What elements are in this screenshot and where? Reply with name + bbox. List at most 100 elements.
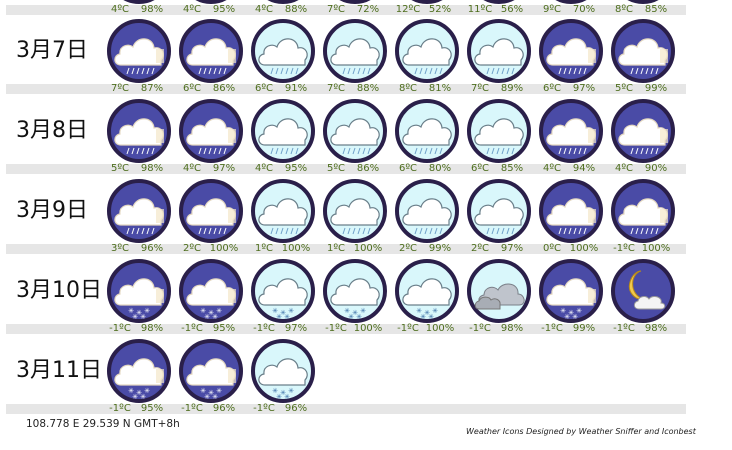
humidity-value: 96%	[212, 403, 236, 414]
temperature-value: -1ºC	[541, 323, 563, 334]
night-cloud-rain-icon	[179, 99, 243, 163]
night-cloud-rain-icon	[539, 0, 603, 4]
temperature-value: 6ºC	[470, 163, 490, 174]
humidity-value: 100%	[353, 243, 383, 254]
humidity-value: 100%	[569, 243, 599, 254]
temperature-value: -1ºC	[325, 323, 347, 334]
slot-stats: 6ºC 85%	[465, 164, 527, 174]
humidity-value: 86%	[356, 163, 380, 174]
svg-text:✳: ✳	[348, 313, 354, 321]
slot-stats: 2ºC 100%	[177, 244, 239, 254]
humidity-value: 99%	[644, 83, 668, 94]
night-cloud-rain-icon	[611, 0, 675, 4]
day-cloud-rain-icon	[395, 0, 459, 4]
humidity-value: 90%	[644, 163, 668, 174]
svg-text:✳: ✳	[140, 393, 146, 401]
humidity-value: 100%	[353, 323, 383, 334]
slot-stats: 2ºC 97%	[465, 244, 527, 254]
svg-text:✳: ✳	[344, 307, 350, 315]
svg-text:✳: ✳	[208, 309, 214, 317]
humidity-value: 85%	[500, 163, 524, 174]
day-cloud-rain-icon	[251, 179, 315, 243]
svg-text:✳: ✳	[284, 393, 290, 401]
slot-stats: 7ºC 89%	[465, 84, 527, 94]
temperature-value: 7ºC	[110, 83, 130, 94]
humidity-value: 97%	[284, 323, 308, 334]
humidity-value: 96%	[140, 243, 164, 254]
svg-text:✳: ✳	[132, 313, 138, 321]
day-label: 3月9日	[16, 198, 88, 223]
slot-stats: 2ºC 99%	[393, 244, 455, 254]
day-label: 3月7日	[16, 38, 88, 63]
svg-text:✳: ✳	[564, 313, 570, 321]
humidity-value: 81%	[428, 83, 452, 94]
temperature-value: 11ºC	[467, 4, 493, 15]
slot-stats: 7ºC 87%	[105, 84, 167, 94]
svg-text:✳: ✳	[276, 393, 282, 401]
svg-text:✳: ✳	[204, 313, 210, 321]
humidity-value: 72%	[356, 4, 380, 15]
svg-text:✳: ✳	[360, 307, 366, 315]
slot-stats: 4ºC 98%	[105, 5, 167, 15]
humidity-value: 99%	[428, 243, 452, 254]
temperature-value: 3ºC	[110, 243, 130, 254]
slot-stats: 4ºC 97%	[177, 164, 239, 174]
temperature-value: 8ºC	[398, 83, 418, 94]
stats-strip	[6, 164, 686, 174]
svg-text:✳: ✳	[144, 387, 150, 395]
humidity-value: 88%	[356, 83, 380, 94]
temperature-value: 0ºC	[542, 243, 562, 254]
slot-stats: 5ºC 86%	[321, 164, 383, 174]
day-cloud-rain-icon	[323, 179, 387, 243]
night-cloud-rain-icon	[611, 179, 675, 243]
temperature-value: -1ºC	[613, 323, 635, 334]
humidity-value: 100%	[209, 243, 239, 254]
temperature-value: 4ºC	[254, 4, 274, 15]
temperature-value: 9ºC	[542, 4, 562, 15]
slot-stats: 5ºC 98%	[105, 164, 167, 174]
svg-text:✳: ✳	[576, 307, 582, 315]
svg-text:✳: ✳	[568, 309, 574, 317]
slot-stats: 4ºC 94%	[537, 164, 599, 174]
humidity-value: 70%	[572, 4, 596, 15]
temperature-value: 4ºC	[182, 163, 202, 174]
day-overcast-icon	[467, 259, 531, 323]
humidity-value: 95%	[212, 323, 236, 334]
temperature-value: 5ºC	[110, 163, 130, 174]
day-label: 3月8日	[16, 118, 88, 143]
day-cloud-rain-icon	[323, 99, 387, 163]
svg-text:✳: ✳	[276, 313, 282, 321]
humidity-value: 97%	[572, 83, 596, 94]
slot-stats: 12ºC 52%	[393, 5, 455, 15]
svg-text:✳: ✳	[432, 307, 438, 315]
temperature-value: 6ºC	[254, 83, 274, 94]
svg-text:✳: ✳	[428, 313, 434, 321]
day-cloud-rain-icon	[395, 99, 459, 163]
svg-text:✳: ✳	[208, 389, 214, 397]
humidity-value: 94%	[572, 163, 596, 174]
temperature-value: 4ºC	[614, 163, 634, 174]
day-cloud-rain-icon	[395, 179, 459, 243]
humidity-value: 80%	[428, 163, 452, 174]
humidity-value: 98%	[140, 163, 164, 174]
humidity-value: 100%	[425, 323, 455, 334]
night-cloud-rain-icon	[179, 0, 243, 4]
svg-text:✳: ✳	[200, 307, 206, 315]
temperature-value: -1ºC	[469, 323, 491, 334]
slot-stats: 0ºC 100%	[537, 244, 599, 254]
day-label: 3月10日	[16, 278, 102, 303]
day-cloud-rain-icon	[251, 99, 315, 163]
slot-stats: 7ºC 72%	[321, 5, 383, 15]
temperature-value: 2ºC	[398, 243, 418, 254]
slot-stats: 3ºC 96%	[105, 244, 167, 254]
svg-text:✳: ✳	[280, 389, 286, 397]
temperature-value: -1ºC	[613, 243, 635, 254]
humidity-value: 95%	[212, 4, 236, 15]
temperature-value: 4ºC	[182, 4, 202, 15]
humidity-value: 89%	[500, 83, 524, 94]
temperature-value: -1ºC	[253, 403, 275, 414]
slot-stats: -1ºC 99%	[537, 324, 599, 334]
humidity-value: 85%	[644, 4, 668, 15]
stats-strip	[6, 244, 686, 254]
slot-stats: 6ºC 80%	[393, 164, 455, 174]
